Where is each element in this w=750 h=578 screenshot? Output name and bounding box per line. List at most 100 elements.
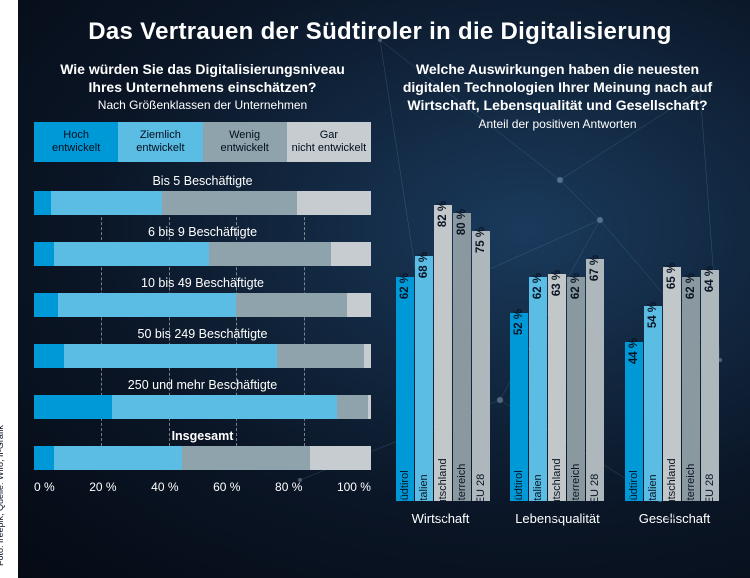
hbar-segment [34, 344, 64, 368]
vbar-value: 64 % [704, 266, 716, 292]
left-panel: Wie würden Sie das Digitalisierungsnivea… [34, 60, 371, 550]
vbar-category: Italien [418, 474, 430, 503]
grouped-bar-chart: 62 %Südtirol68 %Italien82 %Deutschland80… [389, 141, 726, 501]
vbar-value: 54 % [647, 302, 659, 328]
hbar-segment [236, 293, 347, 317]
legend: HochentwickeltZiemlichentwickeltWenigent… [34, 122, 371, 161]
vbar: 62 %Österreich [567, 141, 585, 501]
vbar-group: 44 %Südtirol 54 % Italien 65 %Deutschland62… [622, 141, 722, 501]
vbar: 44 %Südtirol [625, 141, 643, 501]
hbar-segment [34, 191, 51, 215]
hbar-label: Insgesamt [34, 429, 371, 443]
hbar-segment [297, 191, 371, 215]
left-title: Wie würden Sie das Digitalisierungsnivea… [34, 60, 371, 96]
vbar: 54 % Italien [644, 141, 662, 501]
x-axis: 0 % 20 % 40 % 60 % 80 % 100 % [34, 480, 371, 494]
vbar-category: Italien [532, 474, 544, 503]
hbar-segment [337, 395, 367, 419]
main-title: Das Vertrauen der Südtiroler in die Digi… [34, 18, 726, 46]
right-panel: Welche Auswirkungen haben die neuesten d… [389, 60, 726, 550]
left-subtitle: Nach Größenklassen der Unternehmen [34, 98, 371, 112]
vbar-category: Österreich [456, 463, 468, 514]
vbar-category: Deutschland [666, 458, 678, 519]
vbar-value: 68 % [418, 252, 430, 278]
vbar-category: Südtirol [628, 470, 640, 507]
vbar: 64 % EU 28 [701, 141, 719, 501]
hbar-segment [368, 395, 371, 419]
vbar-category: Österreich [685, 463, 697, 514]
hbar-label: 50 bis 249 Beschäftigte [34, 327, 371, 341]
hbar-row: Bis 5 Beschäftigte [34, 174, 371, 215]
vbar-value: 62 % [570, 273, 582, 299]
vbar-category: Südtirol [513, 470, 525, 507]
vbar-value: 67 % [589, 255, 601, 281]
legend-item: Garnicht entwickelt [287, 122, 371, 161]
vbar-category: Deutschland [551, 458, 563, 519]
hbar-row: 6 bis 9 Beschäftigte [34, 225, 371, 266]
hbar-segment [34, 395, 112, 419]
vbar-category: EU 28 [475, 473, 487, 504]
vbar: 62 % Italien [529, 141, 547, 501]
hbar-segment [64, 344, 276, 368]
x-tick: 20 % [89, 480, 116, 494]
hbar-segment [54, 242, 209, 266]
hbar-label: Bis 5 Beschäftigte [34, 174, 371, 188]
vbar: 65 %Deutschland [663, 141, 681, 501]
hbar-segment [34, 446, 54, 470]
hbar-segment [112, 395, 338, 419]
hbar-segment [364, 344, 371, 368]
vbar-value: 75 % [475, 226, 487, 252]
vbar-group: 52 %Südtirol 62 % Italien 63 %Deutschland62… [507, 141, 607, 501]
vbar-category: EU 28 [704, 473, 716, 504]
vbar-value: 62 % [685, 273, 697, 299]
legend-item: Hochentwickelt [34, 122, 118, 161]
vbar: 75 % EU 28 [472, 141, 490, 501]
vbar-value: 62 % [399, 273, 411, 299]
hbar-segment [310, 446, 371, 470]
hbar-segment [209, 242, 330, 266]
hbar-segment [58, 293, 237, 317]
hbar-row: 250 und mehr Beschäftigte [34, 378, 371, 419]
hbar-label: 10 bis 49 Beschäftigte [34, 276, 371, 290]
hbar-row: 10 bis 49 Beschäftigte [34, 276, 371, 317]
hbar-segment [34, 242, 54, 266]
vbar: 52 %Südtirol [510, 141, 528, 501]
hbar-segment [162, 191, 297, 215]
hbar-label: 250 und mehr Beschäftigte [34, 378, 371, 392]
vbar-value: 44 % [628, 338, 640, 364]
hbar-segment [34, 293, 58, 317]
vbar-value: 65 % [666, 262, 678, 288]
x-tick: 100 % [337, 480, 371, 494]
hbar-segment [54, 446, 182, 470]
vbar-value: 52 % [513, 309, 525, 335]
x-tick: 0 % [34, 480, 55, 494]
vbar-category: Österreich [570, 463, 582, 514]
vbar-value: 80 % [456, 208, 468, 234]
hbar-row: 50 bis 249 Beschäftigte [34, 327, 371, 368]
vbar-group: 62 %Südtirol68 %Italien82 %Deutschland80… [393, 141, 493, 501]
vbar-category: EU 28 [589, 473, 601, 504]
hbar-segment [182, 446, 310, 470]
x-tick: 80 % [275, 480, 302, 494]
hbar-row: Insgesamt [34, 429, 371, 470]
hbar-segment [277, 344, 365, 368]
hbar-label: 6 bis 9 Beschäftigte [34, 225, 371, 239]
hbar-segment [347, 293, 371, 317]
vbar-value: 62 % [532, 273, 544, 299]
legend-item: Wenigentwickelt [203, 122, 287, 161]
vbar-value: 82 % [437, 201, 449, 227]
right-subtitle: Anteil der positiven Antworten [389, 117, 726, 131]
vbar-category: Deutschland [437, 458, 449, 519]
vbar: 80 %Österreich [453, 141, 471, 501]
vbar: 63 %Deutschland [548, 141, 566, 501]
vbar-category: Südtirol [399, 470, 411, 507]
hbar-segment [51, 191, 162, 215]
vbar-category: Italien [647, 474, 659, 503]
vbar: 68 % Italien [415, 141, 433, 501]
vbar: 67 % EU 28 [586, 141, 604, 501]
vbar: 62 %Österreich [682, 141, 700, 501]
x-tick: 60 % [213, 480, 240, 494]
legend-item: Ziemlichentwickelt [118, 122, 202, 161]
x-tick: 40 % [151, 480, 178, 494]
hbar-segment [331, 242, 371, 266]
